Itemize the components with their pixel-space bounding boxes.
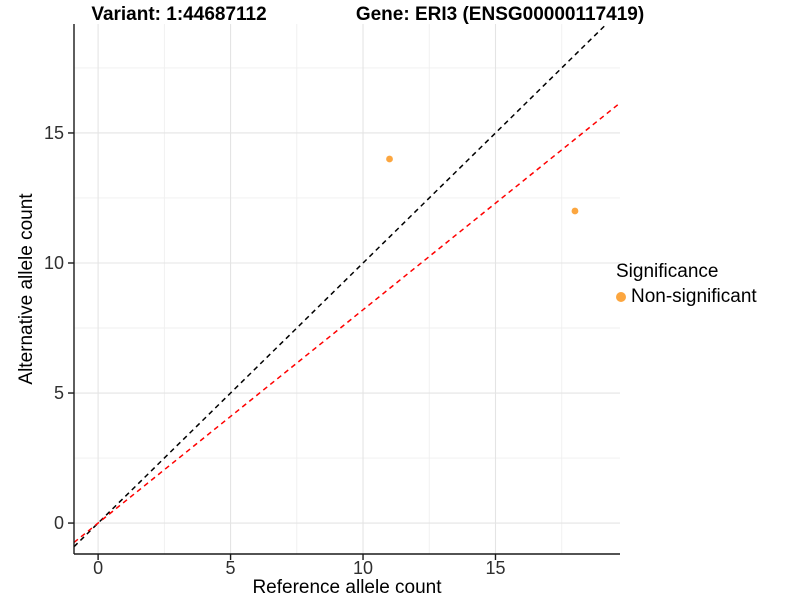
reference-lines [74,24,620,548]
data-point [571,207,579,215]
y-tick-label: 15 [44,123,64,143]
data-point [386,155,393,163]
y-tick-label: 5 [54,383,64,403]
plot-title-gene: Gene: ERI3 (ENSG00000117419) [355,4,645,25]
legend-title: Significance [616,261,719,282]
x-tick-label: 0 [93,558,103,578]
legend-entry-label: Non-significant [631,286,757,307]
plot-title-variant: Variant: 1:44687112 [91,4,267,25]
identity-line [74,24,608,548]
y-axis-title: Alternative allele count [16,193,37,385]
legend-entry: Non-significant [616,286,757,308]
y-tick-label: 0 [54,513,64,533]
x-tick-label: 10 [353,558,373,578]
x-tick-label: 5 [226,558,236,578]
x-tick-label: 15 [485,558,505,578]
expected-ratio-line [74,102,620,544]
legend-point-icon [616,292,626,302]
x-axis-title: Reference allele count [252,577,442,598]
y-tick-label: 10 [44,253,64,273]
legend: Significance Non-significant [616,261,757,308]
